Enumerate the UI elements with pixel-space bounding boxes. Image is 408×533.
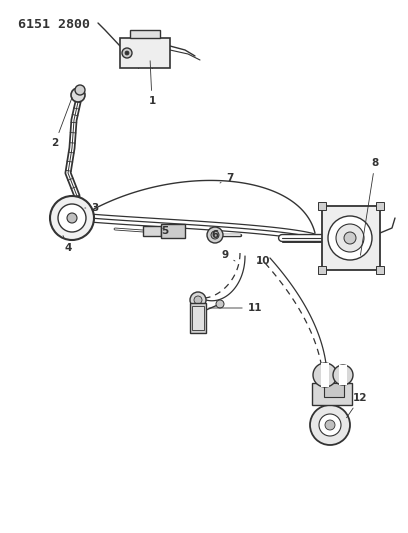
Circle shape <box>216 300 224 308</box>
Text: 3: 3 <box>85 203 99 213</box>
Circle shape <box>50 196 94 240</box>
Circle shape <box>325 420 335 430</box>
Bar <box>192 306 204 330</box>
Bar <box>143 226 161 236</box>
Bar <box>321 363 329 387</box>
Circle shape <box>310 405 350 445</box>
Circle shape <box>336 224 364 252</box>
Bar <box>130 30 160 38</box>
Circle shape <box>313 363 337 387</box>
Circle shape <box>319 414 341 436</box>
Text: 6: 6 <box>210 227 219 240</box>
Circle shape <box>71 88 85 102</box>
Bar <box>312 383 352 405</box>
Bar <box>161 224 185 238</box>
Circle shape <box>333 365 353 385</box>
Bar <box>318 202 326 210</box>
Circle shape <box>328 216 372 260</box>
Circle shape <box>75 85 85 95</box>
Text: 9: 9 <box>222 250 235 261</box>
Circle shape <box>122 48 132 58</box>
Circle shape <box>125 51 129 55</box>
Bar <box>318 266 326 274</box>
Bar <box>376 202 384 210</box>
Text: 8: 8 <box>360 158 379 255</box>
Text: 10: 10 <box>256 256 270 266</box>
Circle shape <box>211 231 219 239</box>
Text: 7: 7 <box>220 173 234 183</box>
Text: 2: 2 <box>51 98 72 148</box>
Text: 5: 5 <box>162 226 169 236</box>
Bar <box>376 266 384 274</box>
Circle shape <box>344 232 356 244</box>
Bar <box>190 303 206 333</box>
Text: 12: 12 <box>346 393 367 418</box>
Circle shape <box>58 204 86 232</box>
Circle shape <box>207 227 223 243</box>
Text: 1: 1 <box>149 61 155 106</box>
Bar <box>339 365 347 385</box>
Bar <box>322 206 380 270</box>
Text: 4: 4 <box>63 236 72 253</box>
Circle shape <box>67 213 77 223</box>
Text: 11: 11 <box>209 303 262 313</box>
Text: 6151 2800: 6151 2800 <box>18 18 90 31</box>
Bar <box>120 38 170 68</box>
Bar <box>324 383 344 397</box>
Circle shape <box>194 296 202 304</box>
Circle shape <box>190 292 206 308</box>
